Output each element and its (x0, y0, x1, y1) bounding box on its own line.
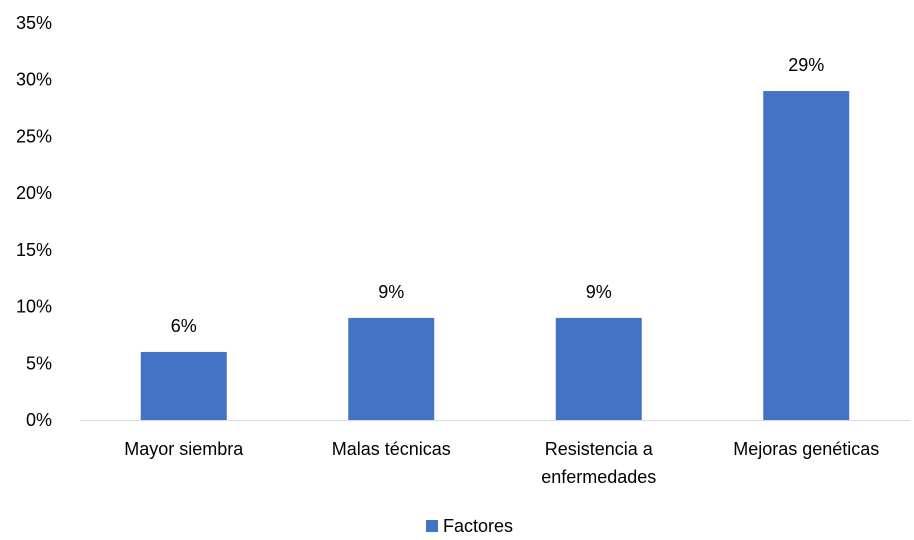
bar (140, 351, 227, 420)
y-tick-label: 35% (16, 13, 52, 33)
y-axis: 0% 5% 10% 15% 20% 25% 30% 35% (16, 13, 52, 430)
data-label: 6% (171, 316, 197, 336)
y-tick-label: 20% (16, 183, 52, 203)
x-tick-label: Mejoras genéticas (733, 439, 879, 459)
legend: Factores (426, 516, 513, 536)
y-tick-label: 5% (26, 353, 52, 373)
x-tick-label: Mayor siembra (124, 439, 244, 459)
y-tick-label: 15% (16, 240, 52, 260)
y-tick-label: 0% (26, 410, 52, 430)
bars-group (140, 91, 850, 421)
y-tick-label: 25% (16, 126, 52, 146)
x-tick-label: Malas técnicas (332, 439, 451, 459)
bar (555, 317, 642, 420)
data-label: 29% (788, 55, 824, 75)
data-label: 9% (586, 282, 612, 302)
legend-label-factores: Factores (443, 516, 513, 536)
data-label: 9% (378, 282, 404, 302)
bar (763, 91, 850, 421)
x-axis-labels: Mayor siembra Malas técnicas Resistencia a… (124, 439, 879, 487)
x-tick-label: enfermedades (541, 467, 656, 487)
legend-swatch-factores (426, 520, 438, 532)
data-labels-group: 6% 9% 9% 29% (171, 55, 825, 336)
y-tick-label: 10% (16, 297, 52, 317)
x-tick-label: Resistencia a (545, 439, 654, 459)
y-tick-label: 30% (16, 70, 52, 90)
bar (348, 317, 435, 420)
